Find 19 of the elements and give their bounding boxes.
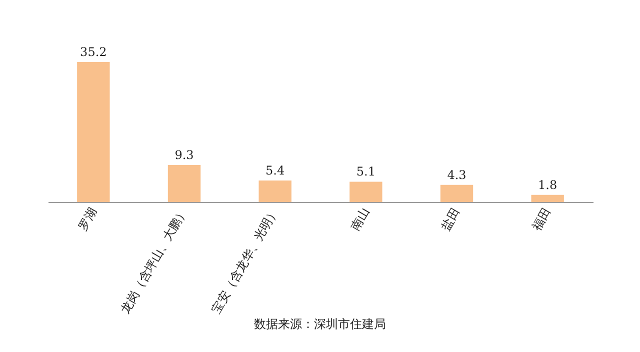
x-tick-label: 罗湖 xyxy=(75,205,100,233)
bar xyxy=(168,165,201,202)
x-tick-label: 龙岗（含坪山、大鹏） xyxy=(118,205,190,316)
bar xyxy=(350,182,382,202)
x-tick-label: 宝安（含龙华、光明） xyxy=(209,205,282,316)
data-label: 5.1 xyxy=(356,164,376,179)
data-label: 9.3 xyxy=(174,148,194,162)
bar xyxy=(258,180,292,202)
x-tick-label: 福田 xyxy=(530,205,554,233)
bar xyxy=(531,194,564,202)
data-label: 5.4 xyxy=(266,164,285,178)
bar xyxy=(440,184,474,202)
x-tick-label: 盐田 xyxy=(438,205,463,233)
data-label: 4.3 xyxy=(447,168,466,182)
data-label: 35.2 xyxy=(80,45,107,59)
x-tick-label: 南山 xyxy=(348,205,372,233)
data-label: 1.8 xyxy=(538,178,558,192)
source-note: 数据来源：深圳市住建局 xyxy=(253,316,387,333)
bar xyxy=(77,62,110,202)
